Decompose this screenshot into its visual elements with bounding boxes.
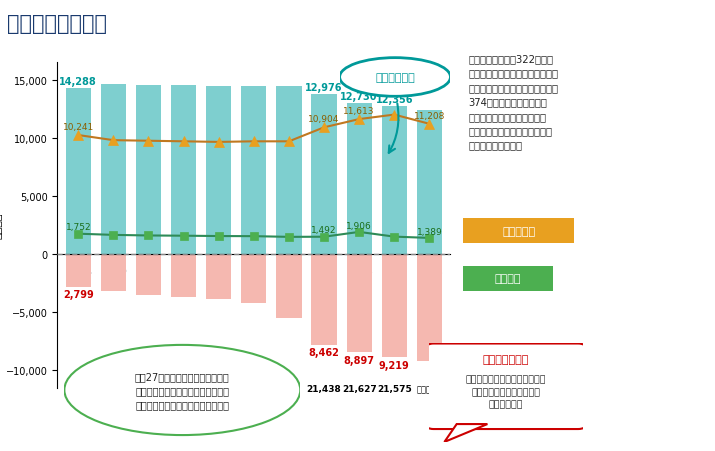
Text: 当初予算額: 当初予算額 bbox=[502, 226, 536, 236]
Ellipse shape bbox=[64, 345, 300, 435]
Ellipse shape bbox=[340, 59, 450, 97]
Bar bbox=[347, 254, 372, 353]
Bar bbox=[347, 104, 372, 254]
Bar bbox=[417, 254, 442, 361]
Text: （見込み）: （見込み） bbox=[417, 384, 442, 393]
Text: 1,906: 1,906 bbox=[346, 221, 372, 230]
Bar bbox=[101, 85, 126, 254]
Text: 10,904: 10,904 bbox=[308, 115, 340, 124]
Text: 14,288: 14,288 bbox=[59, 77, 97, 87]
Bar bbox=[171, 86, 196, 254]
Bar bbox=[382, 107, 407, 254]
Bar bbox=[136, 254, 161, 295]
Text: 通常県債残高: 通常県債残高 bbox=[375, 73, 415, 83]
Text: 8,897: 8,897 bbox=[344, 355, 375, 365]
Text: 2,799: 2,799 bbox=[63, 289, 94, 299]
Y-axis label: （億円）: （億円） bbox=[0, 212, 3, 239]
Bar bbox=[66, 254, 91, 287]
Text: 10,241: 10,241 bbox=[63, 123, 94, 132]
Text: 8,462: 8,462 bbox=[309, 347, 340, 357]
Bar bbox=[241, 86, 267, 254]
Text: 21,438: 21,438 bbox=[307, 384, 342, 393]
Text: 1,752: 1,752 bbox=[66, 223, 91, 232]
Text: 特例的県債残高: 特例的県債残高 bbox=[483, 354, 529, 365]
Bar bbox=[276, 254, 302, 318]
Bar bbox=[101, 254, 126, 292]
Text: 行財政改革の推進: 行財政改革の推進 bbox=[7, 14, 107, 33]
Text: 21,627: 21,627 bbox=[342, 384, 377, 393]
Text: 地方の財源不足を補うために、
国の制度に基づき発行する
特例的な県債: 地方の財源不足を補うために、 国の制度に基づき発行する 特例的な県債 bbox=[465, 374, 546, 409]
Bar bbox=[171, 254, 196, 297]
Bar bbox=[206, 86, 232, 254]
Bar bbox=[312, 94, 337, 254]
Text: 12,730: 12,730 bbox=[340, 92, 378, 102]
Text: 11,613: 11,613 bbox=[343, 107, 375, 116]
Bar bbox=[417, 111, 442, 254]
Bar bbox=[206, 254, 232, 300]
FancyBboxPatch shape bbox=[426, 344, 586, 429]
Bar bbox=[312, 254, 337, 345]
Text: 特例的県債残高は322億円増
加しましたが、通常県債残高は公
共投資の縮減・重点化などにより
374億円縮減しています。
第６次行財政改革大網に基づ
き、引き続: 特例的県債残高は322億円増 加しましたが、通常県債残高は公 共投資の縮減・重点… bbox=[468, 54, 558, 150]
Text: 公共投資: 公共投資 bbox=[495, 273, 521, 284]
Bar bbox=[136, 86, 161, 254]
Text: 1,389: 1,389 bbox=[417, 227, 443, 236]
Bar bbox=[241, 254, 267, 303]
Text: 1,492: 1,492 bbox=[311, 226, 337, 235]
FancyBboxPatch shape bbox=[456, 264, 560, 293]
Text: 21,575: 21,575 bbox=[377, 384, 412, 393]
Text: 平成27年度が東日本大震災の集中
復興期間の最終年度であり、事業費
が大きく増加したことによる反動減: 平成27年度が東日本大震災の集中 復興期間の最終年度であり、事業費 が大きく増加… bbox=[135, 371, 230, 409]
Bar bbox=[382, 254, 407, 358]
Bar bbox=[276, 87, 302, 254]
Bar bbox=[66, 89, 91, 254]
Text: 11,208: 11,208 bbox=[414, 111, 445, 120]
Polygon shape bbox=[445, 424, 488, 442]
Text: 9,219: 9,219 bbox=[379, 360, 410, 370]
Text: 県債残高
総額: 県債残高 総額 bbox=[454, 382, 478, 404]
FancyBboxPatch shape bbox=[455, 217, 583, 245]
Text: 12,356: 12,356 bbox=[375, 95, 413, 105]
Text: 12,976: 12,976 bbox=[305, 83, 342, 93]
